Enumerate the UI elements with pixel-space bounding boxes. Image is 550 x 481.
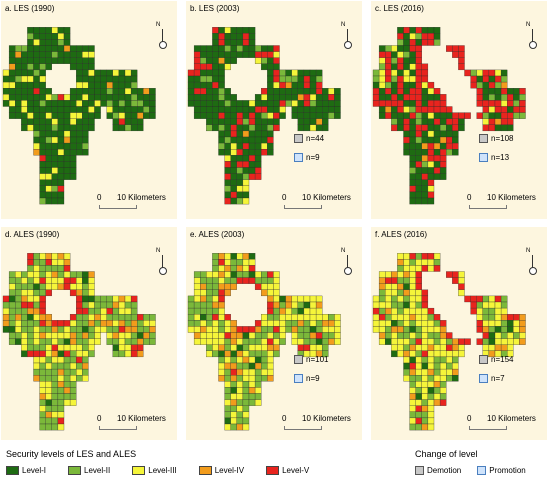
legend-swatch — [266, 466, 280, 475]
map-panel: e. ALES (2003) N 0 10 Kilometers n=101 n=9 — [186, 227, 362, 440]
panel-title: b. LES (2003) — [190, 4, 240, 13]
grid-map — [187, 253, 341, 431]
demotion-count: n=108 — [479, 134, 513, 143]
grid-map — [2, 253, 156, 431]
promotion-count: n=7 — [479, 374, 505, 383]
panel-title: d. ALES (1990) — [5, 230, 60, 239]
grid-map — [2, 27, 156, 205]
scale-bar: 0 10 Kilometers — [467, 193, 547, 211]
promotion-count: n=9 — [294, 374, 320, 383]
legend-item: Level-V — [266, 466, 309, 475]
map-panel: f. ALES (2016) N 0 10 Kilometers n=154 n=7 — [371, 227, 547, 440]
panel-title: f. ALES (2016) — [375, 230, 428, 239]
legend-item: Level-III — [132, 466, 177, 475]
promotion-count: n=13 — [479, 153, 509, 162]
legend-swatch — [132, 466, 146, 475]
map-panel: c. LES (2016) N 0 10 Kilometers n=108 n=13 — [371, 1, 547, 219]
north-arrow-icon: N — [156, 248, 169, 275]
scale-bar: 0 10 Kilometers — [282, 414, 362, 432]
north-arrow-icon: N — [156, 22, 169, 49]
legend-swatch — [68, 466, 82, 475]
legend-swatch — [6, 466, 19, 475]
map-panel: b. LES (2003) N 0 10 Kilometers n=44 n=9 — [186, 1, 362, 219]
map-legend: Security levels of LES and ALES Level-I L… — [0, 444, 550, 481]
map-panel: d. ALES (1990) N 0 10 Kilometers — [1, 227, 177, 440]
north-arrow-icon: N — [526, 248, 539, 275]
change-legend-item: Promotion — [477, 466, 526, 475]
scale-bar: 0 10 Kilometers — [282, 193, 362, 211]
change-legend-item: Demotion — [415, 466, 461, 475]
demotion-count: n=101 — [294, 355, 328, 364]
map-panel: a. LES (1990) N 0 10 Kilometers — [1, 1, 177, 219]
panel-title: a. LES (1990) — [5, 4, 55, 13]
demotion-count: n=154 — [479, 355, 513, 364]
panel-title: e. ALES (2003) — [190, 230, 245, 239]
change-legend-list: Demotion Promotion — [415, 466, 526, 475]
change-swatch — [415, 466, 424, 475]
panel-title: c. LES (2016) — [375, 4, 424, 13]
grid-map — [372, 27, 526, 205]
promotion-count: n=9 — [294, 153, 320, 162]
scale-bar: 0 10 Kilometers — [467, 414, 547, 432]
scale-bar: 0 10 Kilometers — [97, 193, 177, 211]
north-arrow-icon: N — [341, 248, 354, 275]
scale-bar: 0 10 Kilometers — [97, 414, 177, 432]
change-legend-title: Change of level — [415, 449, 478, 459]
legend-level-list: Level-I Level-II Level-III Level-IV Level-V — [6, 466, 309, 475]
demotion-count: n=44 — [294, 134, 324, 143]
grid-map — [372, 253, 526, 431]
legend-item: Level-II — [68, 466, 110, 475]
north-arrow-icon: N — [526, 22, 539, 49]
legend-item: Level-I — [6, 466, 46, 475]
legend-item: Level-IV — [198, 466, 244, 475]
grid-map — [187, 27, 341, 205]
legend-swatch — [198, 466, 212, 475]
change-swatch — [477, 466, 487, 475]
north-arrow-icon: N — [341, 22, 354, 49]
legend-title: Security levels of LES and ALES — [6, 449, 137, 459]
